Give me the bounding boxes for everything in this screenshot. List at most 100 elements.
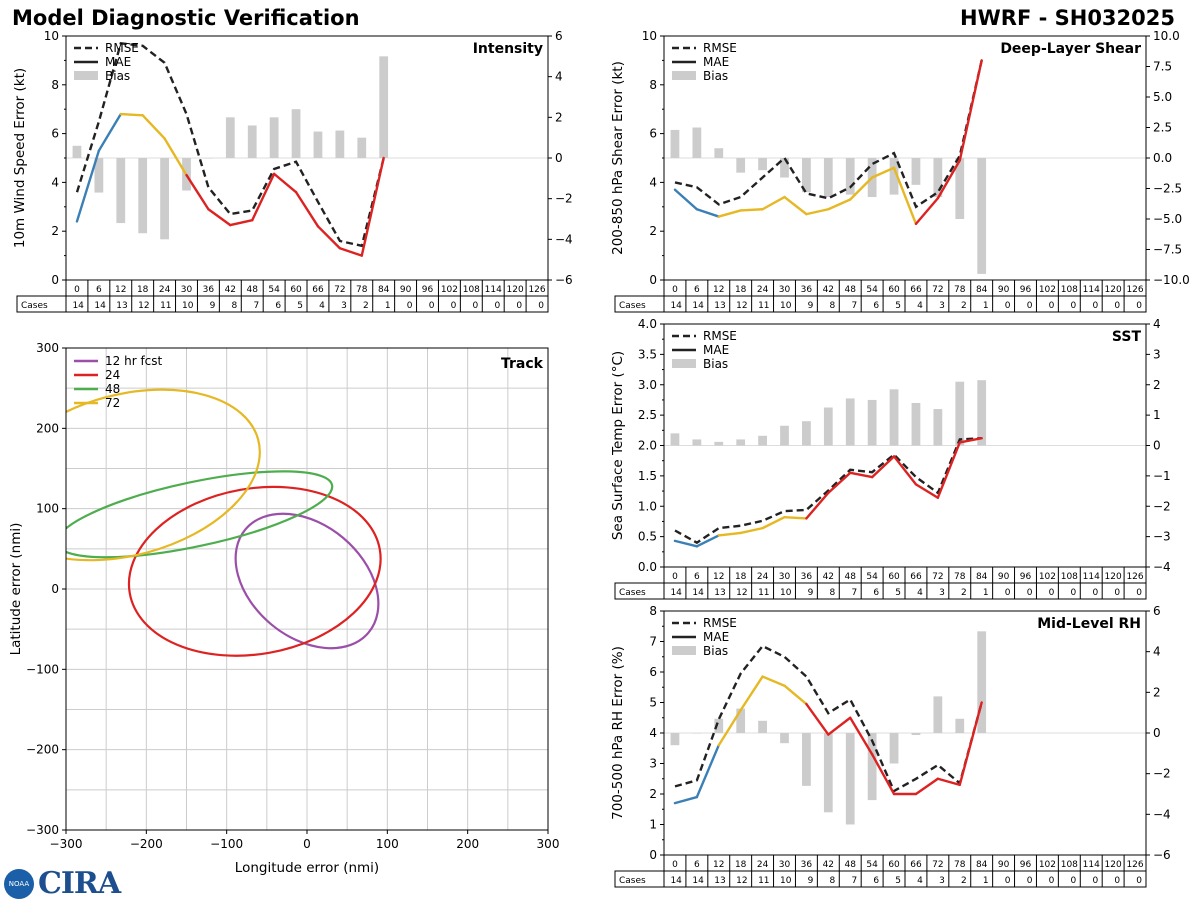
- y-tick-label: 6: [649, 665, 657, 679]
- lead-time-label: 30: [779, 860, 791, 870]
- lead-time-label: 114: [1083, 860, 1100, 870]
- lead-time-label: 114: [485, 285, 502, 295]
- y2-tick-label: 0: [1153, 439, 1161, 453]
- rmse-line: [674, 437, 982, 545]
- bias-bar: [977, 380, 987, 446]
- bias-bar: [911, 733, 921, 736]
- cases-value: 10: [780, 876, 792, 886]
- cases-value: 14: [670, 588, 682, 598]
- lead-time-label: 96: [1020, 860, 1032, 870]
- lead-time-label: 72: [932, 572, 943, 582]
- lead-time-label: 120: [507, 285, 524, 295]
- bias-bar: [758, 158, 767, 171]
- cases-value: 13: [714, 876, 725, 886]
- x-tick-label: 100: [376, 837, 399, 851]
- cases-value: 4: [319, 301, 325, 311]
- mae-segment: [761, 515, 786, 530]
- bias-bar: [845, 158, 855, 195]
- cases-value: 11: [160, 301, 171, 311]
- mae-segment: [695, 208, 720, 218]
- y2-tick-label: 2: [555, 110, 563, 124]
- cases-label: Cases: [21, 301, 48, 311]
- mae-segment: [958, 59, 983, 162]
- bias-bar: [845, 398, 855, 446]
- bias-bar: [116, 158, 126, 224]
- mae-segment: [914, 197, 940, 226]
- lead-time-label: 126: [528, 285, 545, 295]
- lead-time-label: 66: [910, 285, 922, 295]
- lead-time-label: 78: [954, 860, 966, 870]
- cases-value: 0: [1136, 876, 1142, 886]
- noaa-logo-icon: NOAA: [4, 868, 34, 899]
- bias-bar: [225, 117, 235, 158]
- y-tick-label: 7: [649, 635, 657, 649]
- lead-time-label: 108: [1061, 860, 1078, 870]
- lead-time-label: 60: [888, 572, 900, 582]
- lead-time-label: 6: [96, 285, 102, 295]
- lead-time-label: 48: [845, 285, 857, 295]
- y2-tick-label: 4: [1153, 645, 1161, 659]
- cases-value: 11: [758, 301, 769, 311]
- lead-time-label: 6: [694, 860, 700, 870]
- lead-time-label: 126: [1126, 285, 1143, 295]
- cases-value: 0: [1049, 301, 1055, 311]
- y-tick-label: 2: [649, 224, 657, 238]
- legend-bias-label: Bias: [703, 69, 728, 83]
- page-title: Model Diagnostic Verification: [12, 6, 360, 30]
- y-tick-label: −200: [26, 743, 59, 757]
- mae-segment: [229, 219, 254, 227]
- y2-tick-label: −6: [1153, 848, 1171, 862]
- mae-segment: [119, 112, 144, 117]
- cases-value: 14: [692, 588, 704, 598]
- bias-bar: [94, 158, 104, 193]
- cases-value: 9: [210, 301, 216, 311]
- y-tick-label: 4: [51, 175, 59, 189]
- y2-tick-label: −6: [555, 273, 573, 287]
- y2-tick-label: −2: [1153, 767, 1171, 781]
- legend-label: 24: [105, 368, 120, 382]
- legend-mae-label: MAE: [703, 630, 729, 644]
- mae-segment: [739, 208, 764, 212]
- bias-bar: [670, 733, 680, 746]
- legend-rmse-label: RMSE: [105, 41, 139, 55]
- lead-time-label: 48: [247, 285, 259, 295]
- legend-bias-swatch: [672, 646, 696, 655]
- y2-tick-label: −1: [1153, 469, 1171, 483]
- lead-time-label: 78: [356, 285, 368, 295]
- mae-segment: [294, 190, 320, 228]
- cases-value: 1: [385, 301, 391, 311]
- lead-time-label: 66: [312, 285, 324, 295]
- lead-time-label: 0: [672, 860, 678, 870]
- cases-value: 0: [1092, 588, 1098, 598]
- cases-label: Cases: [619, 876, 646, 886]
- cases-value: 9: [808, 301, 814, 311]
- bias-bar: [736, 439, 746, 446]
- y-axis-label: Sea Surface Temp Error (°C): [610, 351, 626, 540]
- bias-bar: [714, 718, 724, 733]
- x-tick-label: 300: [537, 837, 560, 851]
- mae-segment: [805, 491, 830, 520]
- lead-time-label: 66: [910, 860, 922, 870]
- mae-segment: [827, 198, 852, 211]
- cases-value: 3: [939, 301, 945, 311]
- mae-segment: [892, 455, 918, 486]
- cases-value: 0: [1136, 588, 1142, 598]
- lead-time-label: 72: [932, 285, 943, 295]
- legend-label: 72: [105, 396, 120, 410]
- lead-time-label: 54: [268, 285, 280, 295]
- bias-bar: [758, 720, 767, 733]
- cases-value: 3: [939, 876, 945, 886]
- bias-bar: [692, 733, 702, 734]
- bias-bar: [955, 718, 965, 733]
- bias-bar: [823, 407, 833, 446]
- bias-bar: [758, 435, 767, 446]
- cases-value: 5: [895, 301, 901, 311]
- mae-segment: [207, 208, 232, 227]
- mae-segment: [936, 777, 961, 787]
- y-tick-label: 5: [649, 696, 657, 710]
- bias-bar: [977, 158, 987, 274]
- cases-row: [16, 295, 549, 313]
- chart-title: Deep-Layer Shear: [1000, 41, 1141, 57]
